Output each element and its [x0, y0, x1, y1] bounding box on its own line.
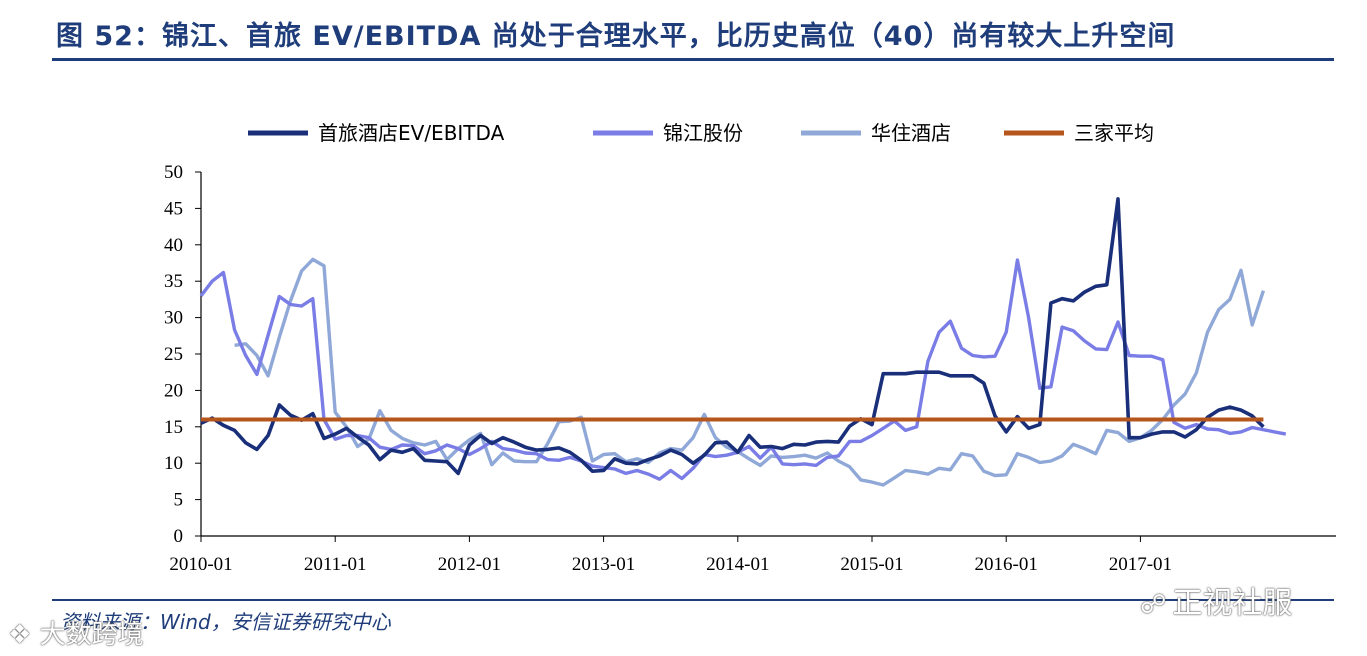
figure-title: 图 52：锦江、首旅 EV/EBITDA 尚处于合理水平，比历史高位（40）尚有…	[56, 21, 1176, 52]
watermark-left: ❖ 大数跨境	[8, 614, 144, 651]
wechat-icon: ☍	[1140, 590, 1167, 620]
y-tick-label: 15	[164, 417, 183, 438]
y-tick-label: 50	[164, 162, 183, 183]
x-tick-label: 2015-01	[840, 554, 903, 575]
y-tick-label: 35	[164, 271, 183, 292]
series-line-huazhu	[234, 257, 1266, 487]
legend-label-shoulv: 首旅酒店EV/EBITDA	[318, 121, 505, 145]
axes: 0 5 10 15 20 25 30 35 40 45 50 2010-01 2011-01 2012-0…	[164, 162, 1336, 575]
x-tick-label: 2010-01	[169, 554, 232, 575]
y-tick-label: 0	[174, 526, 184, 547]
y-tick-label: 25	[164, 344, 183, 365]
legend-label-huazhu: 华住酒店	[871, 121, 951, 145]
y-tick-label: 45	[164, 198, 183, 219]
x-tick-label: 2011-01	[304, 554, 367, 575]
watermark-left-text: 大数跨境	[39, 620, 144, 650]
legend-label-jinjiang: 锦江股份	[663, 121, 743, 145]
x-tick-label: 2016-01	[975, 554, 1038, 575]
watermark-right: ☍ 正视社服	[1140, 578, 1292, 622]
x-tick-label: 2017-01	[1109, 554, 1172, 575]
y-tick-label: 10	[164, 453, 183, 474]
legend-label-avg: 三家平均	[1074, 121, 1154, 145]
series-group	[199, 197, 1287, 487]
source-note: 资料来源：Wind，安信证券研究中心	[60, 610, 391, 634]
y-tick-label: 5	[174, 490, 184, 511]
title-underline	[52, 58, 1334, 61]
wechat-channel-icon: ❖	[8, 620, 32, 650]
x-tick-label: 2014-01	[706, 554, 769, 575]
watermark-right-text: 正视社服	[1172, 586, 1293, 621]
source-divider	[52, 599, 1334, 601]
series-line-shoulv	[200, 197, 1265, 476]
legend: 首旅酒店EV/EBITDA 锦江股份 华住酒店 三家平均	[248, 121, 1154, 145]
y-tick-label: 30	[164, 308, 183, 329]
y-tick-label: 20	[164, 380, 183, 401]
series-line-jinjiang	[199, 258, 1287, 481]
y-tick-label: 40	[164, 235, 183, 256]
x-tick-label: 2013-01	[572, 554, 635, 575]
x-tick-label: 2012-01	[438, 554, 501, 575]
